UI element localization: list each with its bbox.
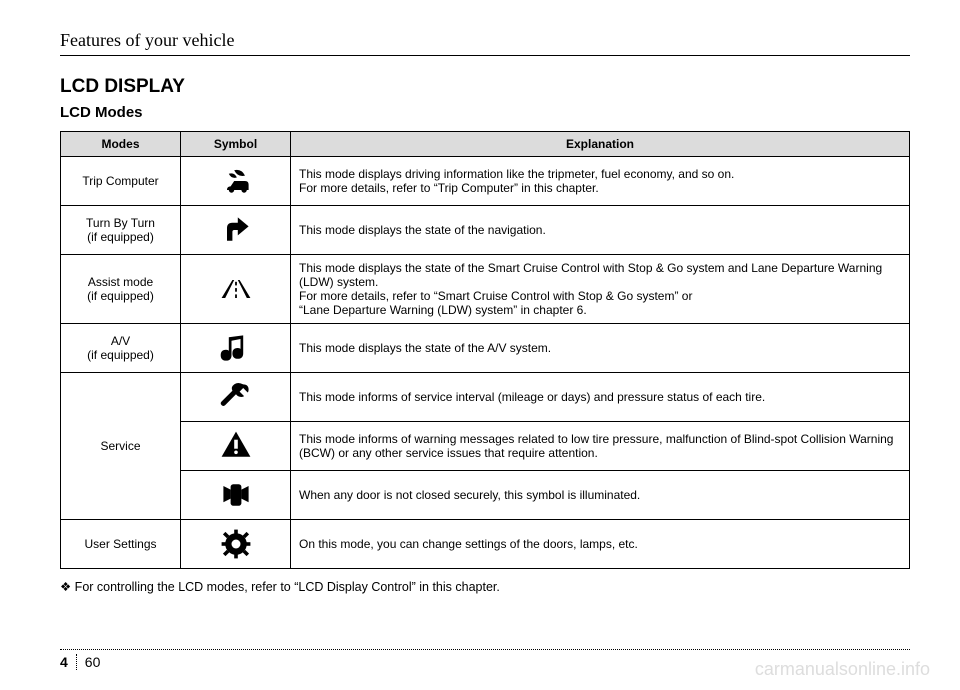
eco-car-icon xyxy=(218,163,254,199)
gear-icon xyxy=(218,526,254,562)
mode-label-line2: (if equipped) xyxy=(69,230,172,244)
page-header: Features of your vehicle xyxy=(60,30,910,56)
explanation-cell: This mode displays the state of the A/V … xyxy=(291,324,910,373)
header-title: Features of your vehicle xyxy=(60,30,234,51)
explanation-cell: On this mode, you can change settings of… xyxy=(291,520,910,569)
explanation-cell: When any door is not closed securely, th… xyxy=(291,471,910,520)
mode-cell: Trip Computer xyxy=(61,157,181,206)
symbol-cell xyxy=(181,255,291,324)
explanation-cell: This mode informs of service interval (m… xyxy=(291,373,910,422)
wrench-icon xyxy=(218,379,254,415)
table-row: This mode informs of warning messages re… xyxy=(61,422,910,471)
mode-label-line1: A/V xyxy=(69,334,172,348)
explanation-cell: This mode displays the state of the Smar… xyxy=(291,255,910,324)
symbol-cell xyxy=(181,373,291,422)
mode-cell: Assist mode (if equipped) xyxy=(61,255,181,324)
table-header: Modes Symbol Explanation xyxy=(61,132,910,157)
explanation-cell: This mode informs of warning messages re… xyxy=(291,422,910,471)
lcd-modes-table: Modes Symbol Explanation Trip Computer T… xyxy=(60,131,910,569)
mode-label-line2: (if equipped) xyxy=(69,289,172,303)
header-symbol: Symbol xyxy=(181,132,291,157)
header-explanation: Explanation xyxy=(291,132,910,157)
explanation-cell: This mode displays driving information l… xyxy=(291,157,910,206)
door-open-icon xyxy=(218,477,254,513)
section-title: LCD DISPLAY xyxy=(60,76,910,98)
header-modes: Modes xyxy=(61,132,181,157)
table-row: A/V (if equipped) This mode displays the… xyxy=(61,324,910,373)
mode-label-line1: Assist mode xyxy=(69,275,172,289)
chapter-number: 4 xyxy=(60,654,77,670)
footer-divider xyxy=(60,649,910,650)
explanation-cell: This mode displays the state of the navi… xyxy=(291,206,910,255)
symbol-cell xyxy=(181,157,291,206)
symbol-cell xyxy=(181,471,291,520)
table-row: Assist mode (if equipped) This mode disp… xyxy=(61,255,910,324)
symbol-cell xyxy=(181,206,291,255)
watermark: carmanualsonline.info xyxy=(755,659,930,680)
table-row: Trip Computer This mode displays driving… xyxy=(61,157,910,206)
table-row: Turn By Turn (if equipped) This mode dis… xyxy=(61,206,910,255)
music-note-icon xyxy=(218,330,254,366)
turn-arrow-icon xyxy=(218,212,254,248)
symbol-cell xyxy=(181,520,291,569)
warning-triangle-icon xyxy=(218,428,254,464)
mode-cell: Turn By Turn (if equipped) xyxy=(61,206,181,255)
table-row: User Settings xyxy=(61,520,910,569)
section-subtitle: LCD Modes xyxy=(60,104,910,121)
mode-cell: Service xyxy=(61,373,181,520)
page-number: 60 xyxy=(85,654,101,670)
lane-icon xyxy=(218,271,254,307)
table-row: When any door is not closed securely, th… xyxy=(61,471,910,520)
symbol-cell xyxy=(181,422,291,471)
mode-label-line2: (if equipped) xyxy=(69,348,172,362)
mode-cell: User Settings xyxy=(61,520,181,569)
mode-cell: A/V (if equipped) xyxy=(61,324,181,373)
mode-label-line1: Turn By Turn xyxy=(69,216,172,230)
symbol-cell xyxy=(181,324,291,373)
footnote: ❖ For controlling the LCD modes, refer t… xyxy=(60,579,910,594)
table-row: Service This mode informs of service int… xyxy=(61,373,910,422)
